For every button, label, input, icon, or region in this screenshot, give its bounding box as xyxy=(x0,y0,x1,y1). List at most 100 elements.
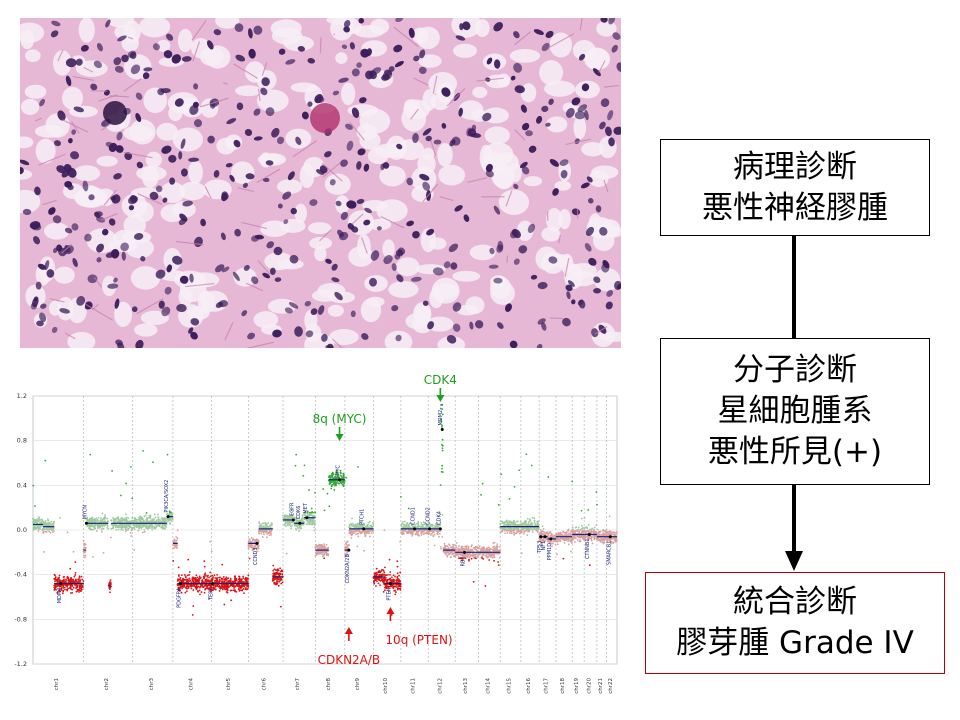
cell-nucleus xyxy=(59,308,71,314)
probe-point xyxy=(308,489,310,491)
tissue-fiber xyxy=(349,121,365,141)
probe-point xyxy=(164,518,166,521)
probe-point xyxy=(140,521,143,523)
tissue-fiber xyxy=(505,190,513,207)
probe-point xyxy=(358,526,361,529)
cell-nucleus xyxy=(391,305,399,312)
cell-nucleus xyxy=(521,166,530,175)
tissue-fiber xyxy=(319,37,322,53)
probe-point xyxy=(95,530,98,532)
probe-point xyxy=(106,517,108,520)
probe-point xyxy=(308,511,311,514)
cytoplasm-halo xyxy=(24,84,47,99)
cell-nucleus xyxy=(548,98,554,105)
probe-point xyxy=(175,536,178,539)
cell-nucleus xyxy=(347,223,355,230)
probe-point xyxy=(374,572,377,575)
probe-point xyxy=(377,582,380,585)
cytoplasm-halo xyxy=(549,32,573,58)
probe-point xyxy=(309,520,312,523)
tissue-fiber xyxy=(100,212,118,221)
cytoplasm-halo xyxy=(324,173,351,195)
cell-nucleus xyxy=(369,277,377,287)
cytoplasm-halo xyxy=(341,82,356,106)
probe-point xyxy=(399,585,402,588)
cell-nucleus xyxy=(33,236,41,245)
probe-point xyxy=(218,590,221,592)
probe-point xyxy=(177,584,179,587)
probe-point xyxy=(474,545,477,548)
probe-point xyxy=(213,574,216,577)
probe-point xyxy=(281,570,284,573)
cell-nucleus xyxy=(364,207,372,214)
cell-nucleus xyxy=(450,262,458,270)
probe-point xyxy=(462,547,465,550)
probe-point xyxy=(60,584,63,587)
cell-nucleus xyxy=(395,18,403,23)
probe-point xyxy=(417,526,419,529)
probe-point xyxy=(404,520,406,523)
probe-point xyxy=(417,520,420,523)
probe-point xyxy=(104,520,106,523)
probe-point xyxy=(362,522,365,525)
cell-nucleus xyxy=(580,182,590,189)
probe-point xyxy=(438,535,440,538)
cell-nucleus xyxy=(601,262,610,273)
probe-point xyxy=(382,578,385,580)
probe-point xyxy=(32,521,35,524)
probe-point xyxy=(481,557,483,559)
cell-nucleus xyxy=(356,62,362,68)
probe-point xyxy=(104,517,107,520)
probe-point xyxy=(225,576,228,579)
probe-point xyxy=(316,552,319,555)
probe-point xyxy=(247,546,250,549)
probe-point xyxy=(254,540,257,543)
cell-nucleus xyxy=(325,258,332,264)
probe-point xyxy=(202,577,205,580)
cell-nucleus xyxy=(616,62,621,73)
tissue-fiber xyxy=(603,84,619,88)
cell-nucleus xyxy=(412,231,420,239)
cell-nucleus xyxy=(179,275,189,284)
cell-nucleus xyxy=(194,119,203,128)
probe-point xyxy=(358,523,360,526)
probe-point xyxy=(375,585,377,587)
chromosome-label: chr2 xyxy=(104,678,110,690)
cytoplasm-halo xyxy=(78,18,95,43)
probe-point xyxy=(172,540,175,543)
probe-point xyxy=(288,515,290,518)
cell-nucleus xyxy=(247,28,253,39)
cell-nucleus xyxy=(149,191,159,200)
chromosome-label: chr17 xyxy=(544,678,550,694)
probe-point xyxy=(241,589,243,592)
probe-point xyxy=(168,510,171,513)
probe-point xyxy=(53,530,55,532)
probe-point xyxy=(216,573,219,576)
probe-point xyxy=(58,574,61,577)
probe-point xyxy=(221,563,224,566)
probe-point xyxy=(331,471,334,474)
probe-point xyxy=(72,578,74,581)
cell-nucleus xyxy=(351,68,360,77)
probe-point xyxy=(78,576,81,579)
probe-point xyxy=(389,571,392,573)
probe-point xyxy=(185,590,188,593)
probe-point xyxy=(164,524,166,527)
probe-point xyxy=(265,523,268,525)
probe-point xyxy=(240,584,243,587)
probe-point xyxy=(39,526,42,528)
probe-point xyxy=(125,529,128,532)
probe-point xyxy=(323,546,326,549)
probe-point xyxy=(234,579,237,581)
probe-point xyxy=(109,536,112,539)
cytoplasm-halo xyxy=(429,237,447,250)
probe-point xyxy=(104,514,107,517)
probe-point xyxy=(336,480,339,483)
cell-nucleus xyxy=(113,173,122,180)
cell-nucleus xyxy=(363,163,370,172)
cell-nucleus xyxy=(520,104,527,113)
probe-point xyxy=(53,586,56,589)
probe-point xyxy=(374,579,377,582)
probe-point xyxy=(180,574,183,576)
probe-point xyxy=(478,547,481,550)
